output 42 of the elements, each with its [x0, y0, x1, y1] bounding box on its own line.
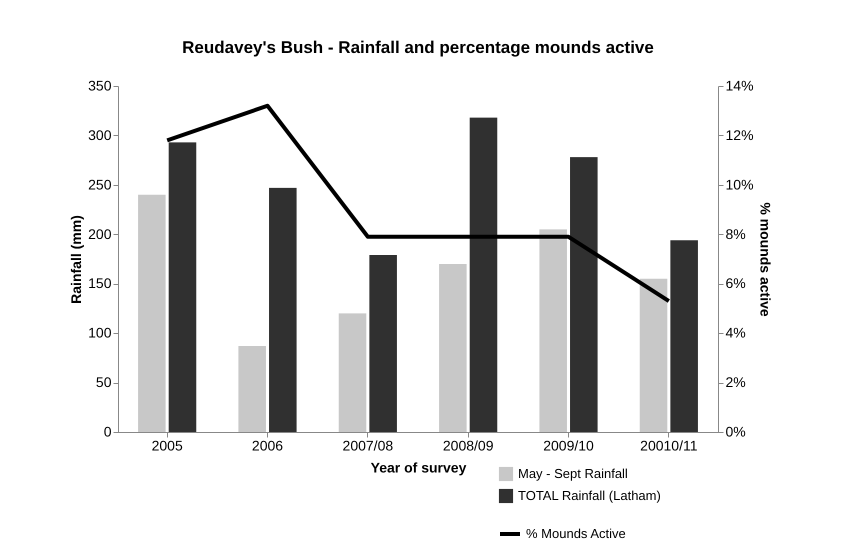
bar	[168, 142, 196, 432]
bar	[470, 118, 498, 432]
y2-tick-label: 4%	[726, 324, 746, 341]
legend-label: TOTAL Rainfall (Latham)	[518, 488, 661, 503]
line-series	[165, 104, 671, 304]
bar	[640, 278, 668, 432]
y-tick-label: 0	[104, 424, 112, 440]
y-tick-label: 200	[88, 226, 112, 242]
y2-tick-label: 8%	[726, 226, 746, 242]
y-axis-title: Rainfall (mm)	[68, 215, 84, 304]
x-tick-label: 2009/10	[543, 438, 594, 454]
y-tick-label: 250	[88, 176, 112, 192]
bar	[670, 240, 698, 432]
y-tick-label: 300	[88, 126, 112, 143]
y-tick-label: 350	[88, 78, 112, 94]
bar	[369, 255, 397, 432]
y2-axis-title: % mounds active	[758, 202, 774, 317]
y2-tick-label: 6%	[726, 275, 746, 292]
bar	[238, 346, 266, 432]
x-tick-label: 2006	[252, 438, 284, 454]
x-axis-title: Year of survey	[370, 460, 467, 476]
x-tick-label: 2007/08	[342, 438, 394, 454]
y2-tick-label: 0%	[726, 424, 746, 440]
bar	[338, 313, 366, 432]
x-tick-label: 2008/09	[442, 438, 494, 454]
bar	[138, 194, 166, 432]
legend-label: % Mounds Active	[526, 526, 626, 541]
x-tick-label: 20010/11	[640, 438, 698, 454]
chart-title: Reudavey's Bush - Rainfall and percentage mounds active	[182, 38, 654, 57]
bar	[269, 188, 297, 432]
y2-tick-label: 2%	[726, 374, 746, 390]
y-tick-label: 150	[88, 275, 112, 292]
y2-tick-label: 14%	[726, 78, 754, 94]
bar	[570, 157, 598, 432]
bar	[439, 264, 467, 432]
y2-tick-label: 12%	[726, 126, 754, 143]
y-tick-label: 50	[96, 374, 112, 390]
bar	[539, 229, 567, 432]
legend-label: May - Sept Rainfall	[518, 466, 628, 481]
y-tick-label: 100	[88, 324, 112, 341]
x-tick-label: 2005	[152, 438, 183, 454]
y2-tick-label: 10%	[726, 176, 754, 192]
